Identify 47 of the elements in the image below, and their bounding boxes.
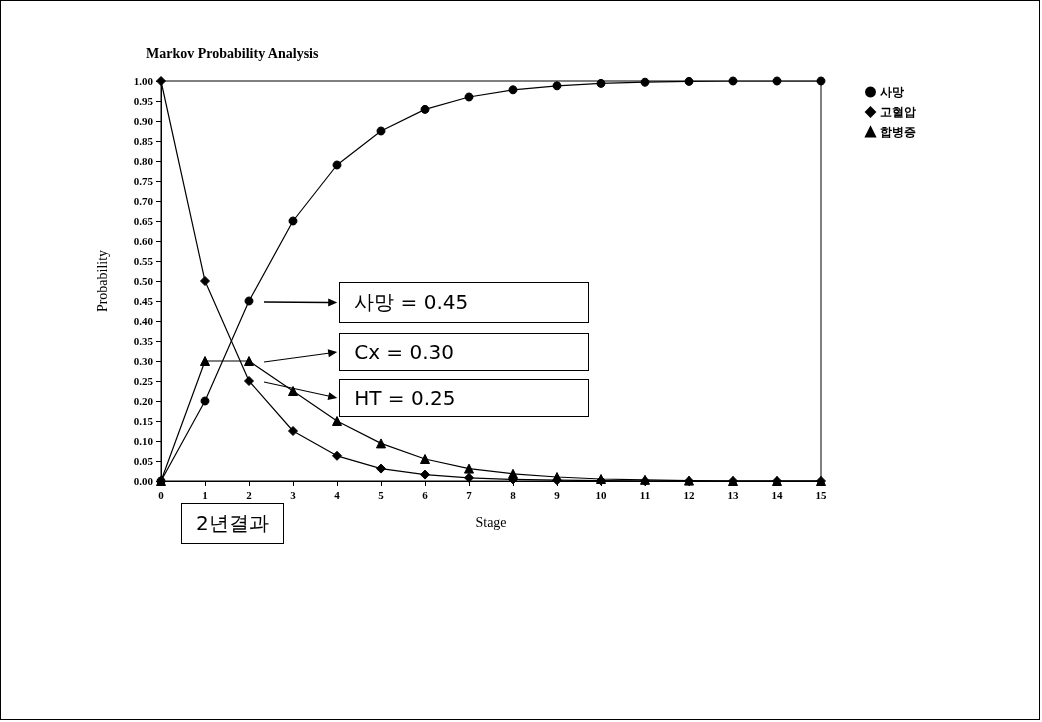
x-tick-label: 10 [595,488,607,501]
y-tick-label: 0.00 [133,475,154,487]
y-tick-label: 0.55 [133,255,154,267]
y-tick-label: 0.65 [133,215,154,227]
y-tick-label: 0.10 [133,435,154,447]
x-axis-title: Stage [475,514,507,530]
text-box: Cx = 0.30 [339,333,590,371]
chart-title: Markov Probability Analysis [146,45,319,61]
y-tick-label: 0.70 [133,195,154,207]
x-tick-label: 11 [639,488,651,501]
y-tick-label: 0.80 [133,155,154,167]
x-tick-label: 14 [771,488,783,501]
x-tick-label: 15 [815,488,827,501]
x-tick-label: 6 [422,488,429,501]
y-tick-label: 0.30 [133,355,154,367]
y-tick-label: 0.95 [133,95,154,107]
legend-label: 사망 [880,85,904,99]
y-axis-title: Probability [94,249,110,313]
x-tick-label: 8 [510,488,517,501]
y-tick-label: 0.75 [133,175,154,187]
y-tick-label: 0.45 [133,295,154,307]
legend-label: 고혈압 [880,105,916,119]
y-tick-label: 1.00 [133,75,154,87]
x-tick-label: 3 [290,488,297,501]
text-box: HT = 0.25 [339,379,590,417]
y-tick-label: 0.90 [133,115,154,127]
y-tick-label: 0.60 [133,235,154,247]
x-tick-label: 2 [246,488,253,501]
y-tick-label: 0.35 [133,335,154,347]
x-tick-label: 12 [683,488,695,501]
y-tick-label: 0.85 [133,135,154,147]
y-tick-label: 0.25 [133,375,154,387]
x-tick-label: 5 [378,488,385,501]
x-tick-label: 0 [158,488,165,501]
text-box: 사망 = 0.45 [339,282,590,323]
x-tick-label: 13 [727,488,739,501]
x-tick-label: 4 [334,488,341,501]
y-tick-label: 0.40 [133,315,154,327]
legend-label: 합병증 [880,125,916,139]
x-tick-label: 1 [202,488,208,501]
x-tick-label: 7 [466,488,473,501]
y-tick-label: 0.05 [133,455,154,467]
y-tick-label: 0.15 [133,415,154,427]
text-box: 2년결과 [181,503,284,544]
y-tick-label: 0.20 [133,395,154,407]
x-tick-label: 9 [554,488,561,501]
y-tick-label: 0.50 [133,275,154,287]
